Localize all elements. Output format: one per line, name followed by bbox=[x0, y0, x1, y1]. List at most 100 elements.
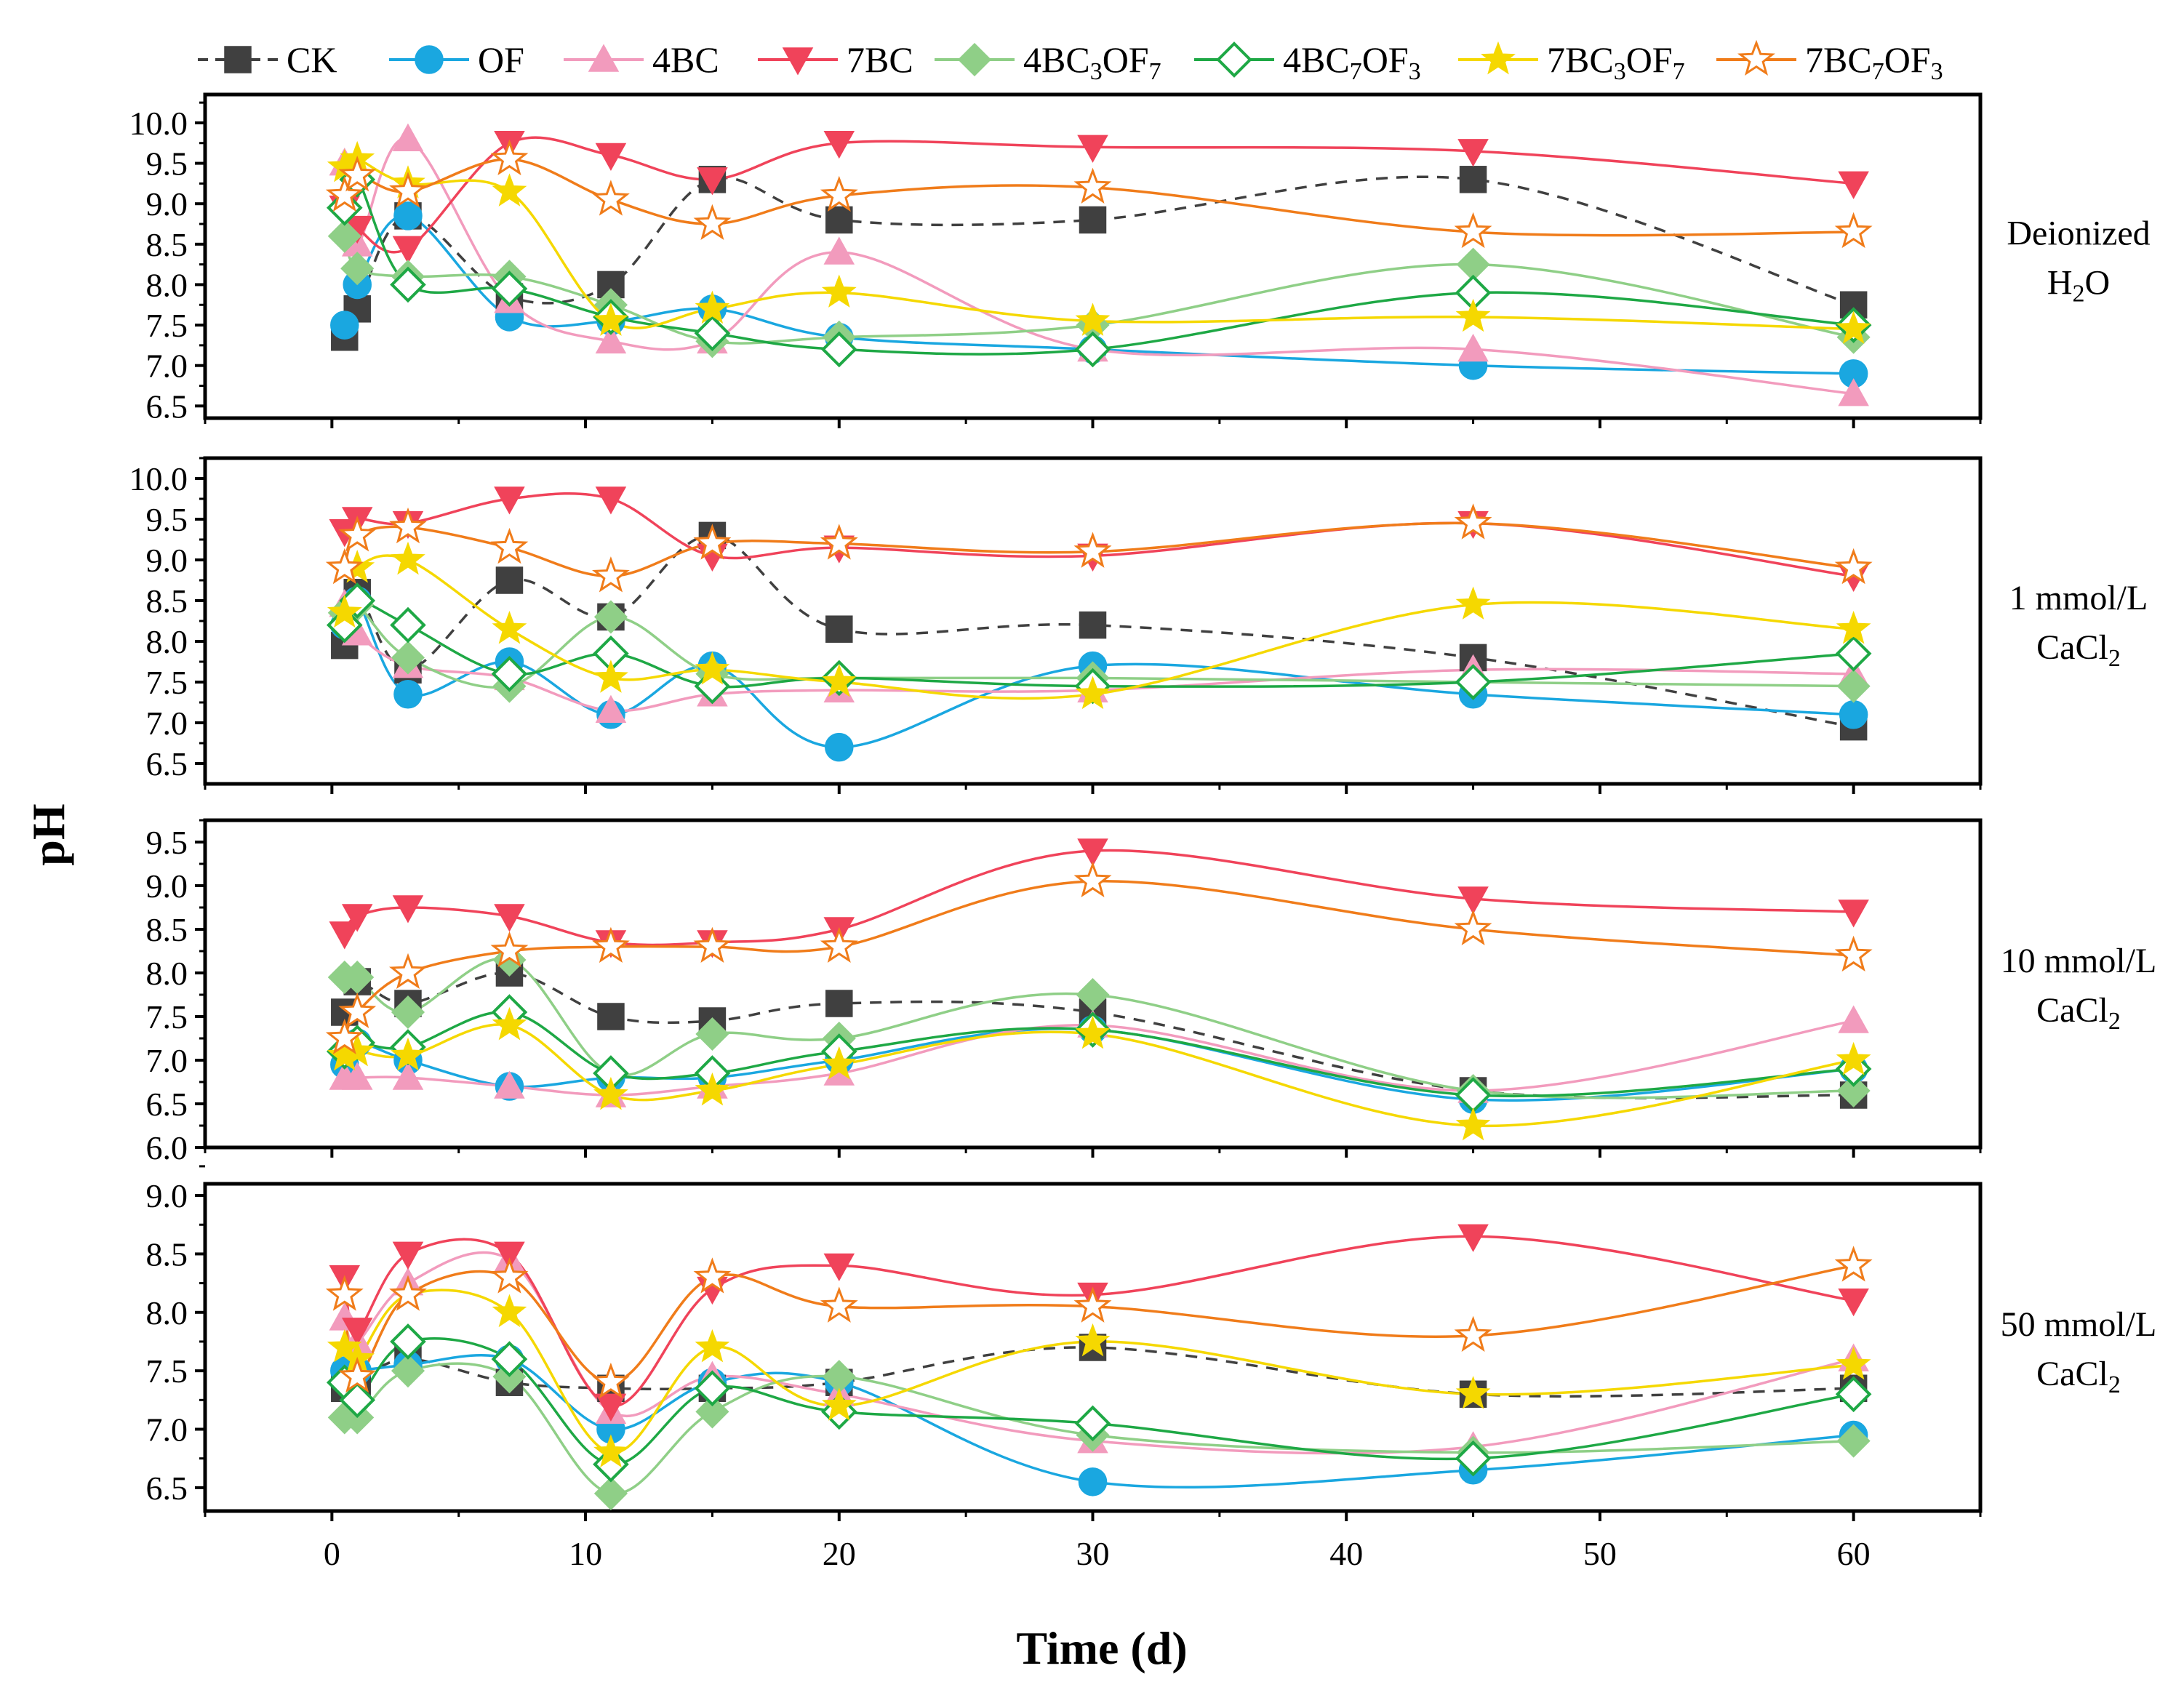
data-point-4bc7of3 bbox=[694, 1370, 731, 1407]
data-point-7bc3of7 bbox=[695, 290, 730, 324]
data-point-4bc7of3 bbox=[326, 606, 363, 644]
data-point-4bc3of7 bbox=[391, 995, 425, 1030]
data-point-4bc bbox=[595, 325, 627, 354]
data-point-7bc bbox=[1838, 899, 1869, 928]
data-point-7bc bbox=[392, 895, 424, 923]
x-tick-label: 10 bbox=[569, 1535, 602, 1572]
data-point-7bc3of7 bbox=[593, 660, 628, 693]
data-point-4bc7of3 bbox=[339, 1382, 376, 1419]
data-point-7bc7of3 bbox=[325, 548, 364, 585]
data-point-7bc7of3 bbox=[490, 527, 529, 564]
legend-item-7bc: 7BC bbox=[758, 39, 913, 80]
data-point-7bc7of3 bbox=[1073, 861, 1112, 898]
data-point-7bc7of3 bbox=[693, 926, 732, 963]
data-point-of bbox=[393, 201, 423, 231]
data-point-4bc bbox=[392, 1062, 424, 1090]
data-point-7bc3of7 bbox=[1075, 1323, 1111, 1357]
y-tick-label: 10.0 bbox=[129, 460, 188, 497]
data-point-7bc bbox=[494, 904, 525, 932]
y-tick-label: 9.5 bbox=[146, 824, 188, 861]
x-tick-label: 60 bbox=[1837, 1535, 1871, 1572]
y-tick-label: 9.5 bbox=[146, 145, 188, 183]
y-tick-label: 7.5 bbox=[146, 664, 188, 701]
data-point-4bc7of3 bbox=[1455, 664, 1492, 700]
panel-2: 6.57.0 7.5 8.08.59.0 9.5 10.0 1 mmol/L CaCl2 bbox=[129, 456, 2148, 794]
data-point-7bc7of3 bbox=[389, 172, 427, 208]
data-point-7bc7of3 bbox=[1454, 909, 1492, 946]
data-point-4bc7of3 bbox=[1074, 1405, 1111, 1442]
data-point-7bc7of3 bbox=[1454, 212, 1492, 249]
data-point-ck bbox=[495, 566, 524, 594]
y-tick-label: 7.5 bbox=[146, 307, 188, 344]
data-point-7bc bbox=[1077, 135, 1108, 163]
legend-label: 4BC bbox=[652, 39, 719, 80]
data-point-7bc7of3 bbox=[820, 926, 858, 963]
data-point-7bc3of7 bbox=[1075, 676, 1111, 710]
data-point-7bc3of7 bbox=[695, 1329, 730, 1363]
data-point-7bc7of3 bbox=[338, 1356, 377, 1393]
legend-item-7bc7of3: 7BC7OF3 bbox=[1716, 39, 1943, 85]
legend-label: 7BC bbox=[847, 39, 913, 80]
data-point-7bc7of3 bbox=[1073, 532, 1112, 568]
data-point-7bc bbox=[595, 143, 627, 171]
data-point-7bc7of3 bbox=[325, 175, 364, 212]
series-line-ck bbox=[343, 175, 1855, 338]
data-point-7bc7of3 bbox=[592, 556, 630, 593]
data-point-7bc bbox=[823, 1253, 855, 1282]
data-point-4bc7of3 bbox=[1074, 331, 1111, 368]
data-point-7bc7of3 bbox=[820, 1286, 858, 1323]
y-tick-label: 8.5 bbox=[146, 226, 188, 263]
data-point-7bc bbox=[494, 486, 525, 515]
series-line-7bc3of7 bbox=[343, 1289, 1854, 1454]
data-point-4bc bbox=[1457, 333, 1489, 362]
y-tick-label: 8.5 bbox=[146, 582, 188, 620]
data-point-7bc3of7 bbox=[1455, 298, 1491, 332]
data-point-4bc3of7 bbox=[695, 1395, 729, 1429]
legend-item-4bc: 4BC bbox=[564, 39, 719, 80]
data-point-4bc7of3 bbox=[1455, 1440, 1492, 1477]
x-tick-label: 50 bbox=[1583, 1535, 1617, 1572]
data-point-7bc3of7 bbox=[1836, 310, 1871, 344]
data-point-4bc3of7 bbox=[327, 219, 361, 253]
data-point-7bc7of3 bbox=[338, 156, 377, 192]
data-point-7bc3of7 bbox=[1075, 302, 1111, 336]
x-tick-label: 20 bbox=[823, 1535, 856, 1572]
data-point-4bc bbox=[392, 123, 424, 151]
data-point-7bc7of3 bbox=[325, 1275, 364, 1311]
data-point-7bc7of3 bbox=[1454, 503, 1492, 540]
data-point-4bc bbox=[1838, 378, 1869, 406]
data-point-ck bbox=[825, 206, 853, 234]
data-point-4bc3of7 bbox=[391, 641, 425, 675]
panel-3: 6.0 6.5 7.0 7.5 8.0 8.5 9.0 9.5 10 mmol/L CaCl2 bbox=[146, 818, 2156, 1166]
y-tick-label: 8.5 bbox=[146, 1235, 188, 1273]
data-point-7bc7of3 bbox=[820, 524, 858, 560]
legend-marker-diamond-open bbox=[1216, 41, 1252, 78]
panel-label-line-1: Deionized bbox=[2007, 215, 2150, 253]
legend-marker-star bbox=[1481, 41, 1516, 75]
data-point-7bc7of3 bbox=[693, 1257, 732, 1294]
y-tick-label: 8.0 bbox=[146, 955, 188, 992]
data-point-7bc3of7 bbox=[821, 1046, 857, 1080]
data-point-7bc bbox=[341, 904, 373, 932]
data-point-7bc7of3 bbox=[1073, 1286, 1112, 1323]
panel-label-line-1: 50 mmol/L bbox=[2001, 1305, 2157, 1344]
y-tick-label: 8.0 bbox=[146, 1294, 188, 1331]
data-point-7bc7of3 bbox=[490, 1257, 529, 1294]
data-point-7bc7of3 bbox=[1454, 1315, 1492, 1352]
panel-4: 6.5 7.0 7.5 8.0 8.5 9.0 50 mmol/L CaCl2 bbox=[146, 1165, 2157, 1521]
y-tick-label: 10.0 bbox=[129, 105, 188, 142]
data-point-7bc3of7 bbox=[593, 302, 628, 336]
data-point-7bc7of3 bbox=[389, 1275, 427, 1311]
y-tick-label: 7.0 bbox=[146, 348, 188, 385]
y-tick-label: 6.5 bbox=[146, 388, 188, 425]
data-point-4bc3of7 bbox=[1836, 1073, 1871, 1108]
data-point-4bc3of7 bbox=[1836, 1424, 1871, 1458]
series-line-7bc bbox=[343, 1235, 1854, 1408]
panels: 6.57.07.58.08.59.09.510.0DeionizedH2O6.5… bbox=[129, 92, 2157, 1521]
data-point-7bc7of3 bbox=[338, 992, 377, 1029]
data-point-4bc7of3 bbox=[593, 1446, 629, 1483]
data-point-7bc3of7 bbox=[1455, 586, 1491, 620]
data-point-4bc bbox=[341, 1062, 373, 1090]
data-point-7bc3of7 bbox=[492, 1006, 527, 1041]
legend-item-4bc3of7: 4BC3OF7 bbox=[935, 39, 1161, 85]
